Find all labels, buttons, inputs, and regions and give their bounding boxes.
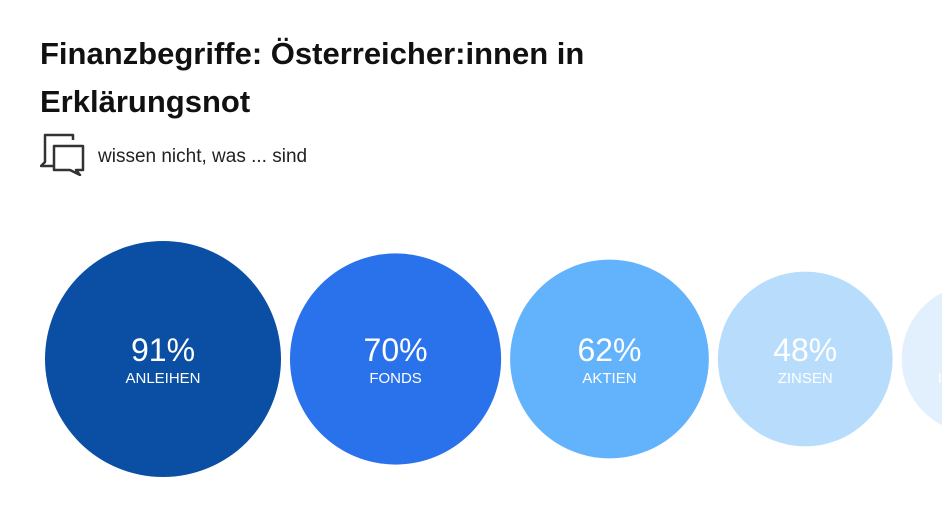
value-label: 48%: [773, 332, 837, 368]
category-label: ZINSEN: [778, 370, 833, 387]
bubble-zinsen: [717, 271, 893, 447]
value-label: 70%: [364, 332, 428, 368]
category-label: FONDS: [369, 370, 422, 387]
subtitle: wissen nicht, was ... sind: [39, 132, 308, 182]
category-label: INFLATION: [938, 370, 942, 387]
chart-title: Finanzbegriffe: Österreicher:innen in Er…: [40, 36, 585, 119]
bubble-fonds: [290, 253, 502, 465]
category-label: ANLEIHEN: [125, 370, 200, 387]
speech-bubbles-icon: [39, 132, 86, 182]
category-label: AKTIEN: [582, 370, 636, 387]
bubble-inflation: [901, 292, 942, 426]
bubble-aktien: [510, 259, 709, 459]
value-label: 91%: [131, 332, 195, 368]
subtitle-text: wissen nicht, was ... sind: [98, 146, 308, 167]
bubble-anleihen: [45, 241, 281, 477]
value-label: 62%: [577, 332, 641, 368]
